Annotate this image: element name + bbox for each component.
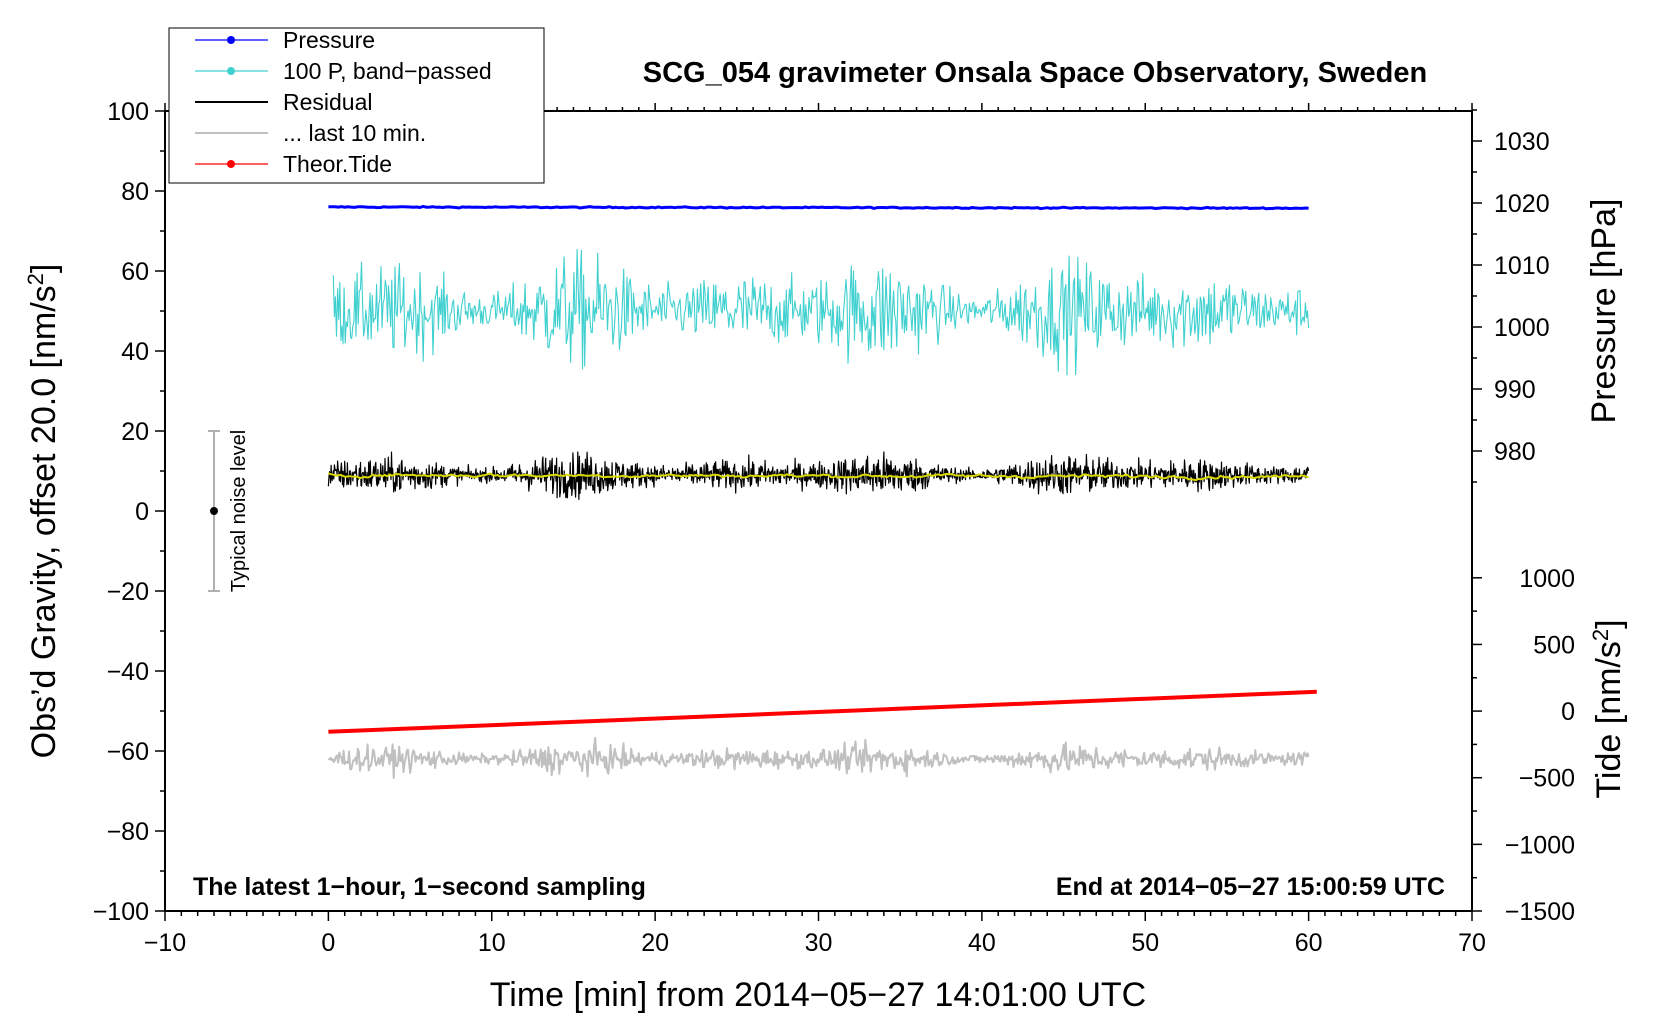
tide-tick-label: 0 (1561, 698, 1575, 726)
legend-label: ... last 10 min. (283, 120, 426, 146)
legend-marker (227, 36, 235, 44)
y-tick-label: 0 (135, 498, 149, 526)
x-axis-title: Time [min] from 2014−05−27 14:01:00 UTC (490, 976, 1146, 1014)
noise-bar-label: Typical noise level (228, 430, 250, 592)
pressure-axis-ticks: 1030 1020 1010 1000 990 980 (1472, 109, 1550, 483)
tide-tick-label: 500 (1533, 631, 1575, 659)
legend-label: 100 P, band−passed (283, 58, 492, 84)
x-tick-label: 10 (478, 929, 506, 957)
legend-label: Residual (283, 89, 373, 115)
tide-axis-ticks: 1000 500 0 −500 −1000 −1500 (1472, 565, 1575, 926)
x-axis-ticks: −10 0 10 20 30 40 50 60 70 (144, 103, 1486, 957)
series-smoothed-residual (328, 472, 1309, 482)
y-axis-ticks: 100 80 60 40 20 0 −20 −40 −60 −80 −100 (93, 98, 165, 926)
tide-axis-title-end: ] (1590, 619, 1628, 628)
tide-axis-title: Tide [nm/s2] (1588, 619, 1628, 798)
tide-tick-label: −500 (1519, 765, 1575, 793)
pressure-tick-label: 1030 (1494, 128, 1550, 156)
series-layer (327, 204, 1317, 779)
legend-label: Theor.Tide (283, 151, 392, 177)
series-residual (327, 451, 1310, 500)
series-last-10-min (327, 736, 1310, 779)
legend-box (168, 27, 545, 184)
y-axis-title-left-sup: 2 (23, 273, 48, 285)
series-theor-tide (328, 689, 1317, 734)
x-tick-label: 0 (321, 929, 335, 957)
x-tick-label: 40 (968, 929, 996, 957)
y-axis-title-left-main: Obs’d Gravity, offset 20.0 [nm/s (25, 285, 63, 758)
y-tick-label: 100 (107, 98, 149, 126)
pressure-tick-label: 1020 (1494, 190, 1550, 218)
y-tick-label: 60 (121, 258, 149, 286)
legend-label: Pressure (283, 27, 375, 53)
x-tick-label: 30 (805, 929, 833, 957)
tide-axis-title-main: Tide [nm/s (1590, 641, 1628, 798)
y-tick-label: 20 (121, 418, 149, 446)
y-axis-title-left-end: ] (25, 264, 63, 273)
y-tick-label: 80 (121, 178, 149, 206)
x-tick-label: −10 (144, 929, 186, 957)
chart-title: SCG_054 gravimeter Onsala Space Observat… (643, 57, 1427, 89)
y-tick-label: −40 (107, 658, 149, 686)
y-axis-title-left: Obs’d Gravity, offset 20.0 [nm/s2] (23, 264, 63, 759)
noise-bar-dot (210, 507, 219, 515)
x-tick-label: 60 (1295, 929, 1323, 957)
pressure-tick-label: 980 (1494, 438, 1536, 466)
tide-axis-title-sup: 2 (1588, 629, 1613, 641)
x-tick-label: 20 (641, 929, 669, 957)
tide-tick-label: −1000 (1505, 831, 1575, 859)
legend-marker (227, 160, 235, 168)
annotation-end-time: End at 2014−05−27 15:00:59 UTC (1056, 873, 1445, 901)
legend: Pressure 100 P, band−passed Residual ... la… (168, 27, 545, 184)
pressure-tick-label: 990 (1494, 376, 1536, 404)
y-tick-label: −60 (107, 738, 149, 766)
annotation-sampling: The latest 1−hour, 1−second sampling (193, 873, 646, 901)
plot-frame (164, 110, 1473, 912)
x-tick-label: 50 (1131, 929, 1159, 957)
x-tick-label: 70 (1458, 929, 1486, 957)
pressure-tick-label: 1010 (1494, 252, 1550, 280)
pressure-tick-label: 1000 (1494, 314, 1550, 342)
legend-marker (227, 67, 235, 75)
y-tick-label: −100 (93, 898, 149, 926)
tide-tick-label: −1500 (1505, 898, 1575, 926)
y-tick-label: −20 (107, 578, 149, 606)
y-tick-label: −80 (107, 818, 149, 846)
y-tick-label: 40 (121, 338, 149, 366)
tide-tick-label: 1000 (1519, 565, 1575, 593)
noise-level-bar: Typical noise level (208, 430, 250, 592)
series-100-p-band-passed (332, 248, 1310, 376)
pressure-axis-title: Pressure [hPa] (1585, 199, 1623, 424)
series-pressure (328, 204, 1309, 211)
